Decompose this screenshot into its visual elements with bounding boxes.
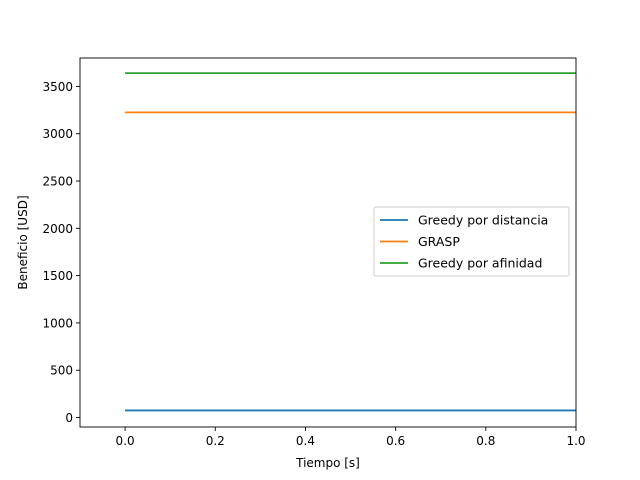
y-tick-label: 2500 <box>42 175 73 189</box>
x-tick-label: 0.6 <box>386 434 405 448</box>
y-tick-label: 3500 <box>42 80 73 94</box>
x-tick-label: 0.8 <box>476 434 495 448</box>
y-tick-label: 0 <box>65 411 73 425</box>
ticks: 0.0 0.2 0.4 0.6 0.8 1.0 0 500 1000 1500 2000 2500 30… <box>42 80 585 448</box>
legend-label-1: GRASP <box>418 234 460 249</box>
y-tick-label: 2000 <box>42 222 73 236</box>
y-tick-label: 1000 <box>42 316 73 330</box>
legend-box <box>373 206 570 277</box>
axes-frame <box>79 57 577 428</box>
legend-label-0: Greedy por distancia <box>418 213 548 228</box>
x-tick-label: 0.4 <box>296 434 315 448</box>
legend-label-2: Greedy por afinidad <box>418 256 542 271</box>
x-axis-label: Tiempo [s] <box>295 456 360 470</box>
axes-spines <box>79 57 577 428</box>
x-tick-label: 1.0 <box>566 434 585 448</box>
y-tick-label: 3000 <box>42 127 73 141</box>
x-tick-label: 0.0 <box>116 434 135 448</box>
x-tick-label: 0.2 <box>206 434 225 448</box>
y-axis-label: Beneficio [USD] <box>16 195 30 289</box>
legend: Greedy por distancia GRASP Greedy por afin… <box>373 206 570 277</box>
y-tick-label: 1500 <box>42 269 73 283</box>
series-layer <box>125 72 576 412</box>
y-tick-label: 500 <box>50 364 73 378</box>
